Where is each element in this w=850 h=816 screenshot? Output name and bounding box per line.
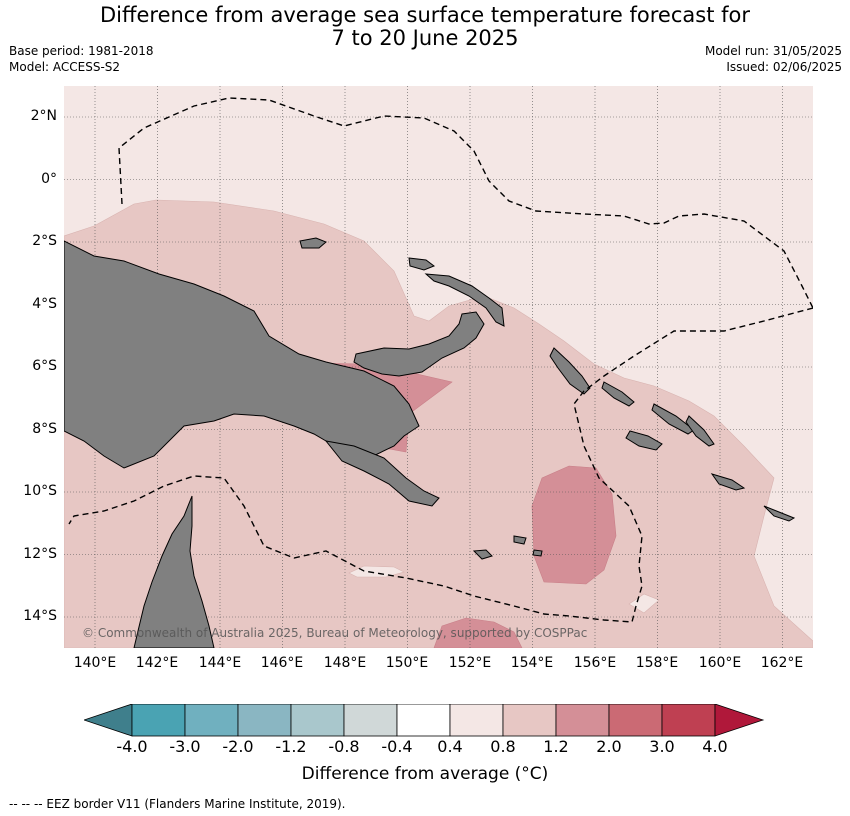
lat-label: 6°S [32,358,57,374]
colorbar-tick: 0.4 [437,737,463,756]
colorbar-tick: 2.0 [596,737,622,756]
colorbar-segment [661,704,716,737]
land-new-ireland [424,273,505,327]
land-santa-isabel [651,403,695,435]
lon-label: 148°E [323,655,367,671]
anomaly-band-high-2 [531,465,617,585]
meta-left: Base period: 1981-2018 Model: ACCESS-S2 [9,43,154,75]
land-guadalcanal [625,430,663,451]
land-png-tail [324,440,440,507]
land-malaita [685,415,715,447]
land-louisiade-1 [472,549,493,560]
meta-right: Model run: 31/05/2025 Issued: 02/06/2025 [705,43,842,75]
lat-label: 8°S [32,421,57,437]
model-name: Model: ACCESS-S2 [9,60,121,74]
colorbar-tick: 1.2 [543,737,569,756]
land-makira [710,473,746,491]
land-bougainville [549,347,591,395]
model-run: Model run: 31/05/2025 [704,44,842,58]
eez-borders [68,97,813,623]
lat-label: 14°S [23,608,57,624]
land-rossel [532,549,543,557]
colorbar-extend-low [84,704,133,737]
lon-label: 150°E [385,655,429,671]
lon-label: 154°E [510,655,554,671]
colorbar-tick: -0.8 [328,737,360,756]
colorbar-segment [343,704,398,737]
colorbar-segment [396,704,451,737]
colorbar-segment [608,704,663,737]
eez-legend-note: -- -- -- EEZ border V11 (Flanders Marine… [9,797,346,811]
colorbar-extend-high [714,704,765,737]
colorbar-label: Difference from average (°C) [301,764,549,784]
lon-label: 140°E [73,655,117,671]
lat-label: 12°S [23,546,57,562]
colorbar-tick: 0.8 [490,737,516,756]
title-line-1: Difference from average sea surface temp… [100,3,750,27]
colorbar-segment [237,704,292,737]
anomaly-band-high-3 [433,617,523,648]
colorbar-tick: 4.0 [702,737,728,756]
land-new-britain [353,311,485,377]
land-new-guinea [64,240,420,469]
colorbar [84,704,765,737]
sst-anomaly-map [64,86,813,648]
colorbar-segment [502,704,557,737]
colorbar-segment [449,704,504,737]
lat-label: 10°S [23,483,57,499]
lat-label: 4°S [32,296,57,312]
colorbar-tick: -0.4 [381,737,413,756]
lon-label: 156°E [573,655,617,671]
colorbar-tick: -1.2 [275,737,307,756]
anomaly-light-patch-1 [348,565,405,578]
lon-label: 158°E [635,655,679,671]
land-new-hanover [408,257,436,271]
title-line-2: 7 to 20 June 2025 [331,26,519,50]
lon-label: 144°E [198,655,242,671]
lon-label: 162°E [760,655,804,671]
colorbar-segment [555,704,610,737]
colorbar-tick: -4.0 [116,737,148,756]
lat-label: 2°S [32,233,57,249]
copyright-notice: © Commonwealth of Australia 2025, Bureau… [82,626,588,640]
lat-label: 2°N [30,108,57,124]
colorbar-tick: 3.0 [649,737,675,756]
graticule [64,86,813,648]
colorbar-segment [290,704,345,737]
colorbar-tick: -3.0 [169,737,201,756]
lon-label: 152°E [448,655,492,671]
land-choiseul [601,381,635,407]
issued-date: Issued: 02/06/2025 [726,60,842,74]
colorbar-segment [131,704,186,737]
chart-title: Difference from average sea surface temp… [0,4,850,50]
base-period: Base period: 1981-2018 [9,44,154,58]
land-vanuatu-north [763,505,796,522]
colorbar-segment [184,704,239,737]
land [64,237,796,648]
lat-label: 0° [41,171,57,187]
lon-label: 146°E [260,655,304,671]
land-australia [133,495,215,648]
lon-label: 160°E [698,655,742,671]
lon-label: 142°E [135,655,179,671]
land-manus [299,237,327,249]
colorbar-tick: -2.0 [222,737,254,756]
land-louisiade-2 [513,535,527,545]
